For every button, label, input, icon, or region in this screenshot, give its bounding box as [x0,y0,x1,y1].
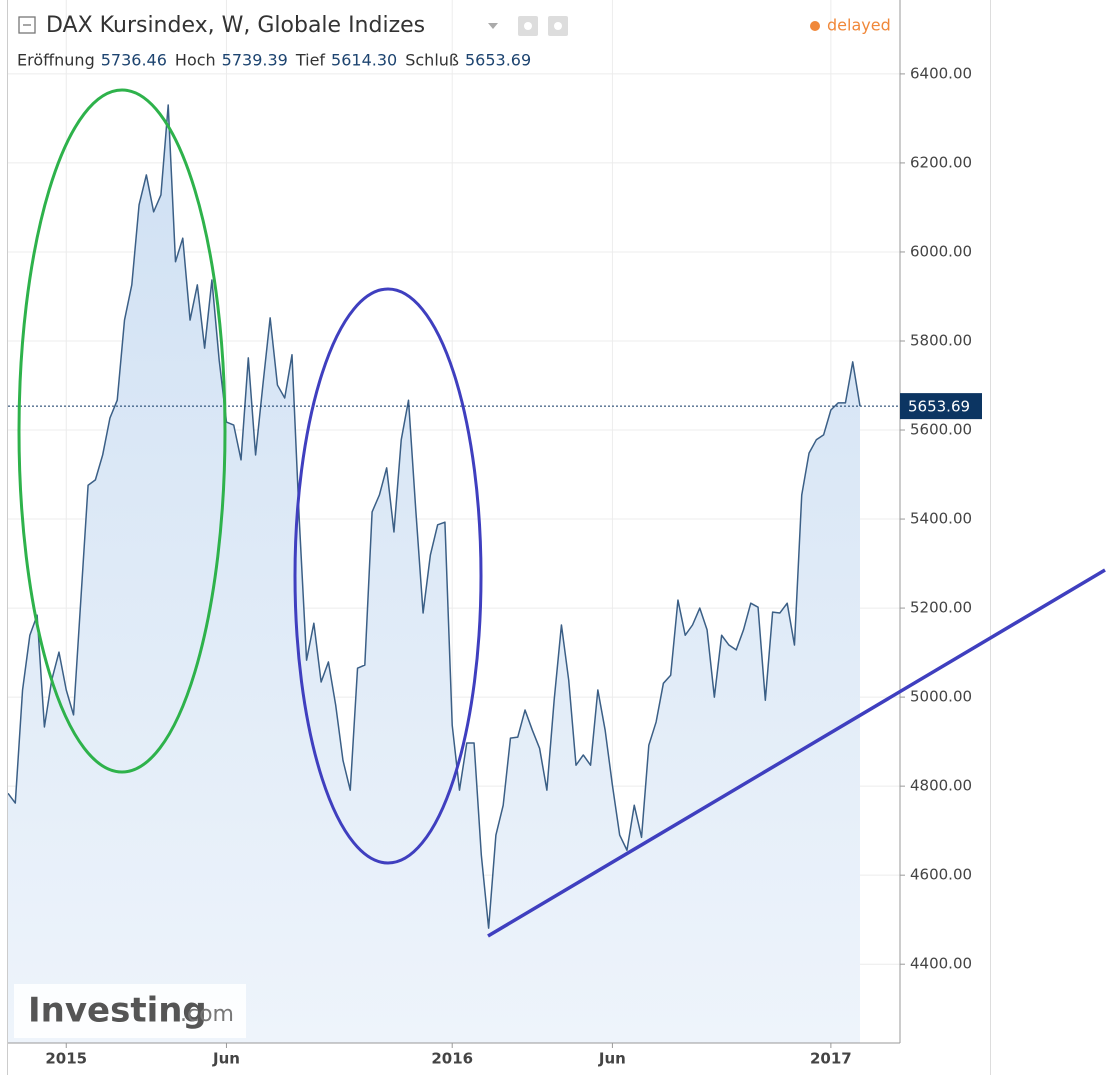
x-tick-label: Jun [212,1050,240,1068]
settings-icon-gear [554,22,562,30]
y-tick-label: 6200.00 [910,153,972,171]
y-tick-label: 4800.00 [910,777,972,795]
last-price-label: 5653.69 [908,398,970,416]
dropdown-icon[interactable] [488,23,498,29]
y-tick-label: 5400.00 [910,510,972,528]
y-tick-label: 5200.00 [910,599,972,617]
area [8,105,860,1043]
ohlc-label: Tief [295,51,326,70]
y-tick-label: 5600.00 [910,421,972,439]
ohlc-value: 5736.46 [101,51,167,70]
status-dot [810,21,820,31]
y-tick-label: 6000.00 [910,242,972,260]
chart-title: DAX Kursindex, W, Globale Indizes [46,13,425,38]
x-tick-label: 2016 [431,1050,473,1068]
y-tick-label: 4400.00 [910,955,972,973]
ohlc-label: Hoch [175,51,216,70]
ohlc-value: 5653.69 [465,51,531,70]
visibility-icon-eye [524,22,532,30]
y-tick-label: 6400.00 [910,64,972,82]
line [7,104,861,929]
x-tick-label: 2017 [810,1050,852,1068]
axes: 4400.00 4600.00 4800.00 5000.00 5200.00 5400.… [7,0,991,1075]
watermark-suffix: .com [180,1002,234,1027]
ohlc-value: 5614.30 [331,51,397,70]
status-label: delayed [827,16,891,35]
y-tick-label: 4600.00 [910,866,972,884]
last-price-box [900,393,982,420]
x-tick-label: 2015 [45,1050,87,1068]
collapse-icon[interactable] [18,16,36,34]
watermark-bg [14,984,246,1038]
watermark-brand: Investing [28,991,207,1031]
annotation-ellipse-green [17,88,227,774]
annotation-trend-line [487,568,1106,938]
ohlc-value: 5739.39 [222,51,288,70]
y-tick-label: 5000.00 [910,688,972,706]
ohlc-label: Schluß [405,51,459,70]
x-tick-label: Jun [598,1050,626,1068]
ohlc-label: Eröffnung [17,51,95,70]
plot [7,104,900,1043]
y-tick-label: 5800.00 [910,331,972,349]
annotation-ellipse-blue [293,287,483,865]
ohlc-row: Eröffnung 5736.46 Hoch 5739.39 Tief 5614.30 Sc… [17,51,531,70]
